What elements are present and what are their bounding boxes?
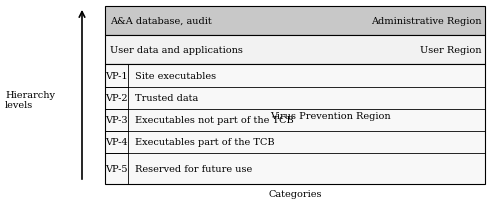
Text: Hierarchy
levels: Hierarchy levels bbox=[5, 90, 55, 110]
Text: A&A database, audit: A&A database, audit bbox=[110, 17, 212, 26]
Text: Administrative Region: Administrative Region bbox=[372, 17, 482, 26]
Text: VP-5: VP-5 bbox=[105, 164, 127, 173]
Text: VP-2: VP-2 bbox=[105, 94, 127, 103]
Bar bbox=[105, 7, 485, 36]
Text: Site executables: Site executables bbox=[135, 72, 216, 81]
Bar bbox=[105, 65, 485, 184]
Text: User Region: User Region bbox=[421, 46, 482, 55]
Text: VP-4: VP-4 bbox=[105, 138, 127, 147]
Text: User data and applications: User data and applications bbox=[110, 46, 243, 55]
Text: VP-3: VP-3 bbox=[105, 116, 127, 125]
Text: Categories: Categories bbox=[268, 189, 322, 199]
Text: Virus Prevention Region: Virus Prevention Region bbox=[270, 112, 390, 121]
Text: Reserved for future use: Reserved for future use bbox=[135, 164, 252, 173]
Text: Executables part of the TCB: Executables part of the TCB bbox=[135, 138, 275, 147]
Bar bbox=[105, 36, 485, 65]
Text: VP-1: VP-1 bbox=[105, 72, 127, 81]
Text: Executables not part of the TCB: Executables not part of the TCB bbox=[135, 116, 294, 125]
Text: Trusted data: Trusted data bbox=[135, 94, 198, 103]
